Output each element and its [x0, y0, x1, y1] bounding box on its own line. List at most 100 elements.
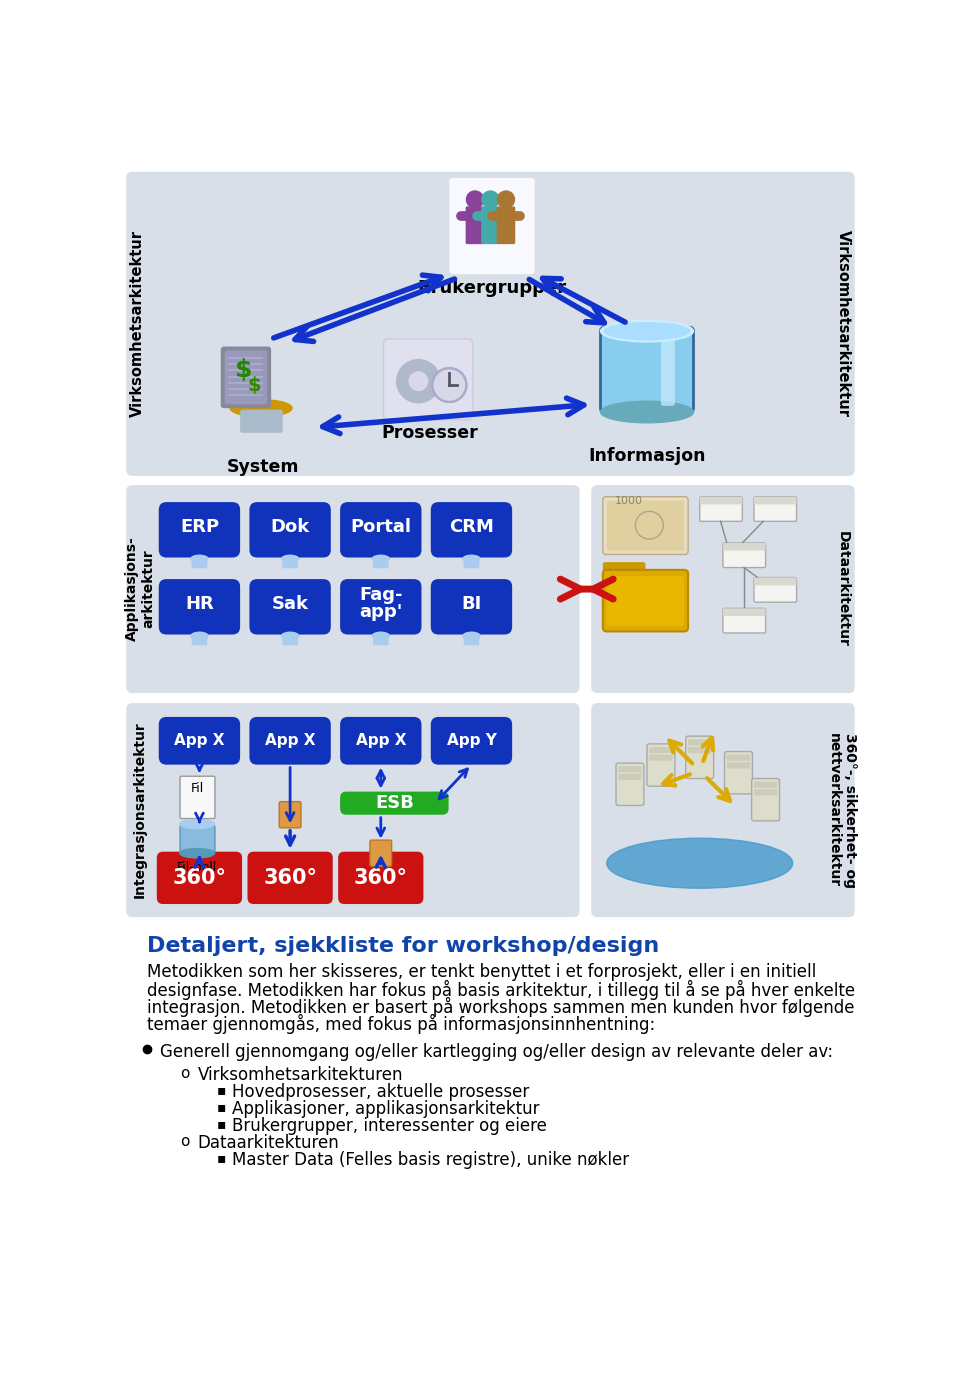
FancyBboxPatch shape	[282, 556, 298, 569]
FancyBboxPatch shape	[250, 718, 331, 765]
Text: Virksomhetsarkitektur: Virksomhetsarkitektur	[836, 230, 852, 417]
Text: Fil-poll: Fil-poll	[177, 861, 217, 874]
FancyBboxPatch shape	[603, 497, 688, 555]
FancyBboxPatch shape	[591, 702, 854, 918]
FancyBboxPatch shape	[618, 766, 641, 773]
FancyBboxPatch shape	[616, 763, 644, 806]
FancyBboxPatch shape	[248, 851, 333, 904]
Circle shape	[482, 190, 499, 208]
FancyBboxPatch shape	[225, 351, 267, 404]
FancyBboxPatch shape	[688, 747, 711, 753]
FancyBboxPatch shape	[591, 486, 854, 693]
Text: Fag-
app': Fag- app'	[359, 586, 402, 621]
FancyBboxPatch shape	[340, 718, 421, 765]
Text: Portal: Portal	[350, 518, 411, 535]
Text: ▪: ▪	[217, 1100, 227, 1115]
Text: System: System	[228, 458, 300, 476]
FancyBboxPatch shape	[754, 781, 778, 788]
Text: 360°: 360°	[354, 868, 408, 887]
Text: o: o	[180, 1134, 190, 1150]
Ellipse shape	[372, 555, 390, 563]
FancyBboxPatch shape	[180, 824, 215, 853]
Text: Dataarkitektur: Dataarkitektur	[835, 531, 850, 647]
FancyBboxPatch shape	[240, 410, 283, 433]
FancyBboxPatch shape	[466, 207, 484, 244]
Ellipse shape	[191, 555, 208, 563]
FancyBboxPatch shape	[647, 744, 675, 787]
Text: temaer gjennomgås, med fokus på informasjonsinnhentning:: temaer gjennomgås, med fokus på informas…	[147, 1014, 656, 1034]
FancyBboxPatch shape	[279, 802, 301, 828]
Text: o: o	[180, 1067, 190, 1082]
Text: Virksomhetsarkitektur: Virksomhetsarkitektur	[130, 230, 145, 417]
FancyBboxPatch shape	[618, 774, 641, 780]
FancyBboxPatch shape	[158, 580, 240, 635]
FancyBboxPatch shape	[727, 762, 750, 769]
Text: ERP: ERP	[180, 518, 219, 535]
Text: Hovedprosesser, aktuelle prosesser: Hovedprosesser, aktuelle prosesser	[232, 1083, 530, 1101]
Text: integrasjon. Metodikken er basert på workshops sammen men kunden hvor følgende: integrasjon. Metodikken er basert på wor…	[147, 998, 854, 1017]
FancyBboxPatch shape	[180, 776, 215, 818]
Text: App X: App X	[174, 733, 225, 748]
FancyBboxPatch shape	[723, 542, 765, 567]
FancyBboxPatch shape	[496, 207, 516, 244]
FancyBboxPatch shape	[649, 747, 673, 753]
Text: ▪: ▪	[217, 1083, 227, 1097]
FancyBboxPatch shape	[601, 327, 693, 413]
Ellipse shape	[601, 320, 693, 342]
FancyBboxPatch shape	[373, 556, 389, 569]
Ellipse shape	[463, 555, 480, 563]
FancyBboxPatch shape	[383, 339, 472, 420]
FancyBboxPatch shape	[340, 792, 448, 814]
FancyBboxPatch shape	[370, 840, 392, 867]
FancyBboxPatch shape	[449, 178, 535, 275]
Text: Dataarkitekturen: Dataarkitekturen	[198, 1134, 339, 1152]
FancyBboxPatch shape	[431, 580, 512, 635]
Ellipse shape	[372, 632, 390, 640]
FancyBboxPatch shape	[126, 702, 580, 918]
FancyBboxPatch shape	[464, 556, 479, 569]
FancyBboxPatch shape	[607, 575, 684, 627]
Text: Applikasjons-
arkitektur: Applikasjons- arkitektur	[125, 537, 156, 642]
Ellipse shape	[281, 632, 299, 640]
Circle shape	[409, 373, 427, 391]
FancyBboxPatch shape	[221, 346, 271, 408]
Text: designfase. Metodikken har fokus på basis arkitektur, i tillegg til å se på hver: designfase. Metodikken har fokus på basi…	[147, 980, 855, 1000]
FancyBboxPatch shape	[754, 497, 797, 505]
Circle shape	[467, 190, 484, 208]
Ellipse shape	[281, 555, 299, 563]
FancyBboxPatch shape	[700, 497, 742, 522]
FancyBboxPatch shape	[754, 578, 797, 602]
Ellipse shape	[607, 838, 793, 889]
Text: 360°-, sikkerhet- og
nettverksarkitektur: 360°-, sikkerhet- og nettverksarkitektur	[828, 733, 857, 887]
Circle shape	[497, 190, 515, 208]
FancyBboxPatch shape	[340, 502, 421, 558]
FancyBboxPatch shape	[725, 752, 753, 793]
Text: Sak: Sak	[272, 595, 308, 613]
Ellipse shape	[180, 849, 214, 858]
Text: ESB: ESB	[375, 793, 414, 813]
FancyBboxPatch shape	[754, 497, 797, 522]
FancyBboxPatch shape	[649, 755, 673, 760]
Ellipse shape	[463, 632, 480, 640]
Text: Virksomhetsarkitekturen: Virksomhetsarkitekturen	[198, 1067, 403, 1085]
Text: Fil: Fil	[190, 782, 204, 795]
FancyBboxPatch shape	[338, 851, 423, 904]
FancyBboxPatch shape	[685, 736, 713, 778]
Text: Brukergrupper: Brukergrupper	[418, 279, 566, 297]
FancyBboxPatch shape	[607, 501, 684, 551]
FancyBboxPatch shape	[603, 562, 645, 571]
FancyBboxPatch shape	[340, 580, 421, 635]
Ellipse shape	[180, 820, 214, 828]
FancyBboxPatch shape	[688, 740, 711, 745]
FancyBboxPatch shape	[250, 502, 331, 558]
Text: $: $	[235, 357, 252, 382]
Text: Applikasjoner, applikasjonsarkitektur: Applikasjoner, applikasjonsarkitektur	[232, 1100, 540, 1118]
FancyBboxPatch shape	[373, 633, 389, 646]
Text: Integrasjonsarkitektur: Integrasjonsarkitektur	[133, 722, 147, 898]
Text: 360°: 360°	[263, 868, 317, 887]
Text: HR: HR	[185, 595, 214, 613]
FancyBboxPatch shape	[126, 171, 854, 476]
Text: ▪: ▪	[217, 1118, 227, 1132]
FancyBboxPatch shape	[752, 778, 780, 821]
Text: 1000: 1000	[614, 497, 642, 506]
